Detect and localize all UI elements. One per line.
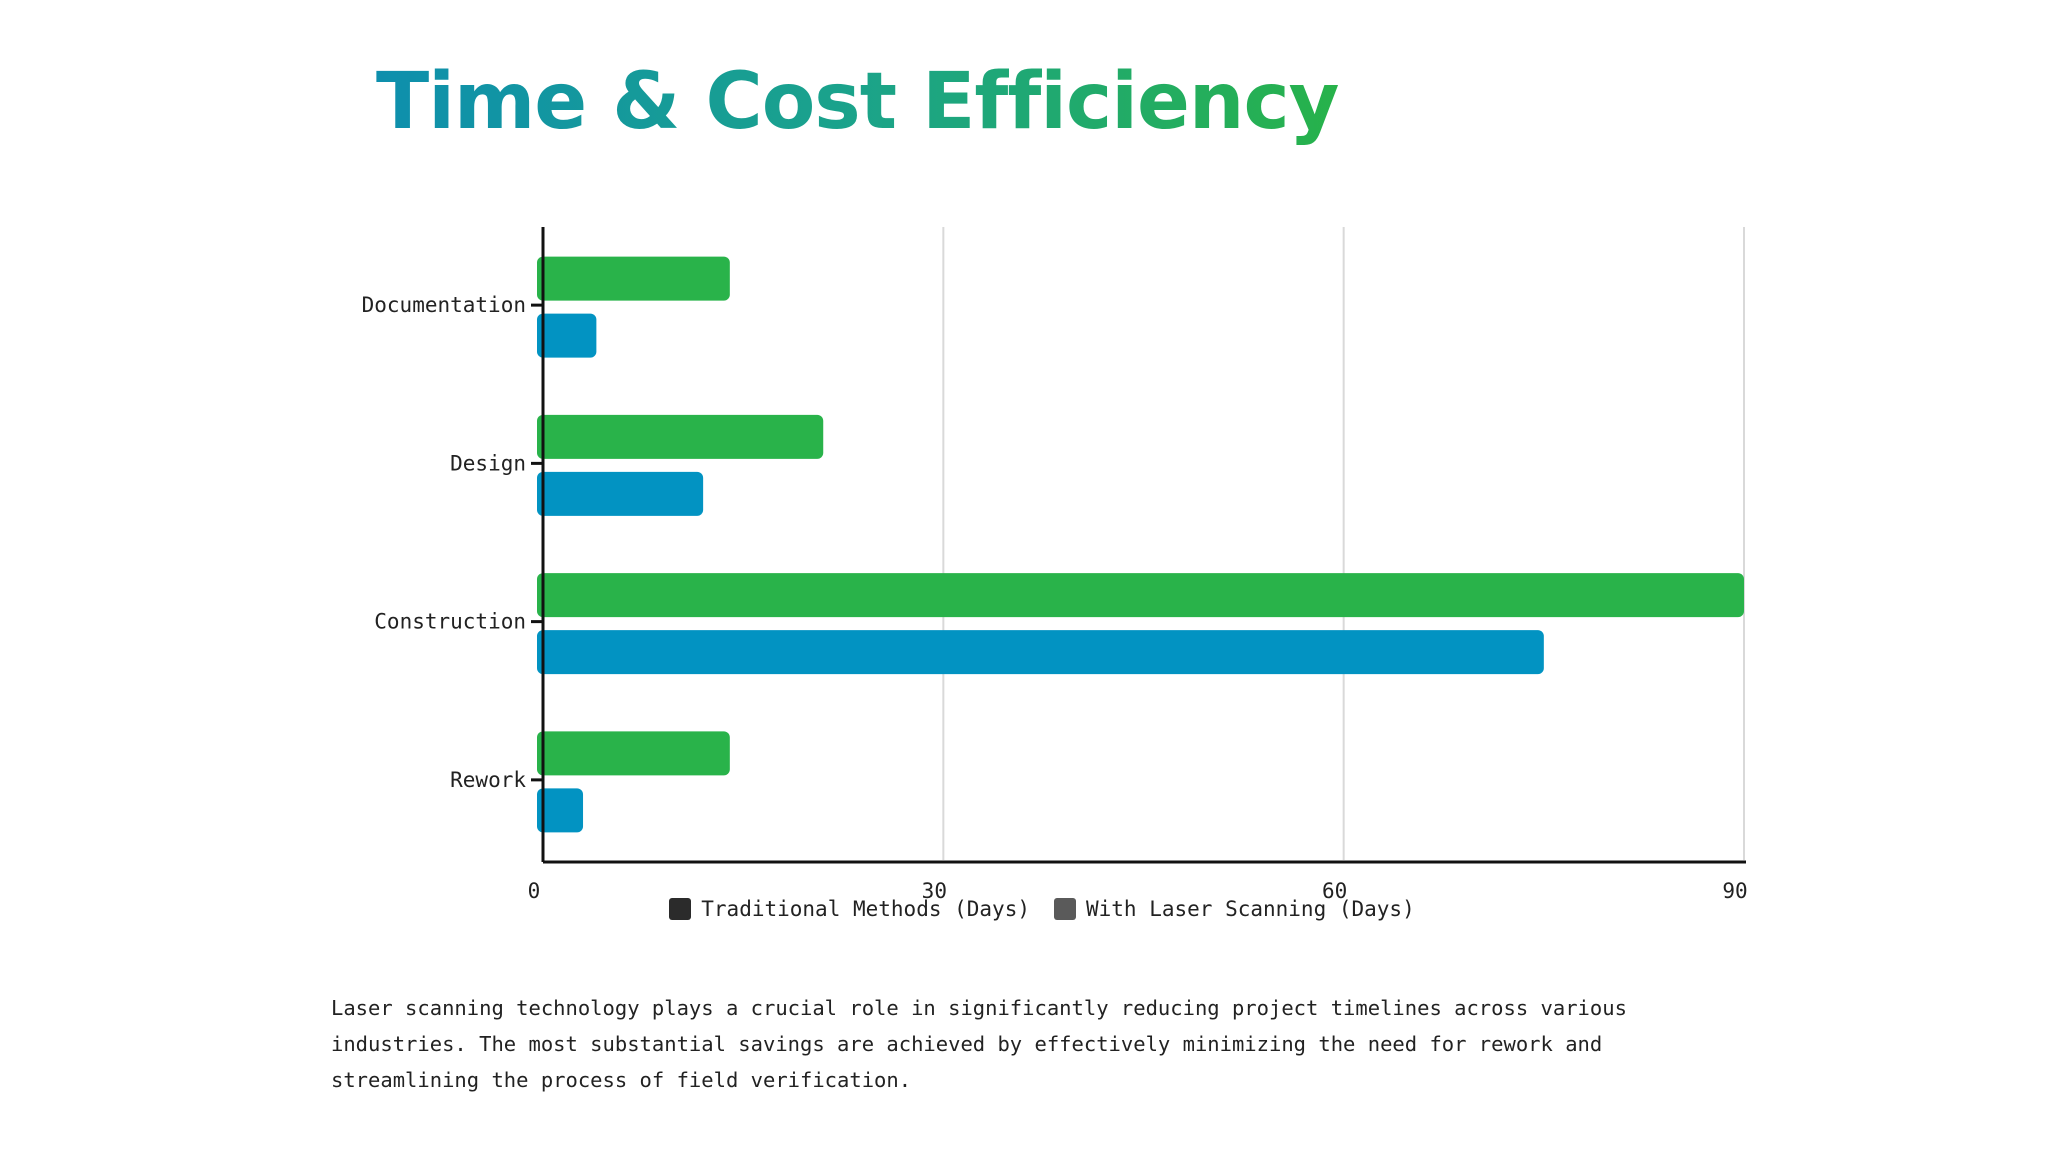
category-label: Rework (450, 768, 526, 792)
labels: 0 30 60 90 Documentation Design Construction Re… (362, 293, 1748, 900)
bar-documentation-traditional[interactable] (537, 256, 730, 301)
bar-construction-laser[interactable] (537, 630, 1544, 675)
legend-swatch-laser (1054, 898, 1076, 920)
grid-lines (942, 227, 1745, 860)
legend-label-laser: With Laser Scanning (Days) (1086, 897, 1415, 921)
x-tick-label: 30 (922, 879, 947, 900)
legend-item-traditional[interactable]: Traditional Methods (Days) (669, 897, 1030, 921)
legend-label-traditional: Traditional Methods (Days) (701, 897, 1030, 921)
bar-chart: 0 30 60 90 Documentation Design Construction Re… (362, 227, 1748, 900)
category-label: Design (450, 451, 526, 475)
page-title: Time & Cost Efficiency (376, 57, 1340, 147)
bar-design-laser[interactable] (537, 471, 704, 516)
axes (531, 227, 1746, 864)
bar-construction-traditional[interactable] (537, 573, 1744, 618)
bars (537, 256, 1744, 833)
chart-legend: Traditional Methods (Days) With Laser Sc… (0, 897, 2048, 921)
bar-rework-laser[interactable] (537, 788, 584, 833)
bar-design-traditional[interactable] (537, 414, 824, 459)
category-label: Documentation (362, 293, 526, 317)
legend-item-laser[interactable]: With Laser Scanning (Days) (1054, 897, 1415, 921)
category-label: Construction (374, 610, 526, 634)
description-text: Laser scanning technology plays a crucia… (331, 996, 1627, 1092)
x-tick-label: 60 (1322, 879, 1347, 900)
legend-swatch-traditional (669, 898, 692, 920)
bar-documentation-laser[interactable] (537, 313, 597, 358)
bar-rework-traditional[interactable] (537, 731, 730, 776)
x-tick-label: 0 (528, 879, 541, 900)
x-tick-label: 90 (1722, 879, 1747, 900)
